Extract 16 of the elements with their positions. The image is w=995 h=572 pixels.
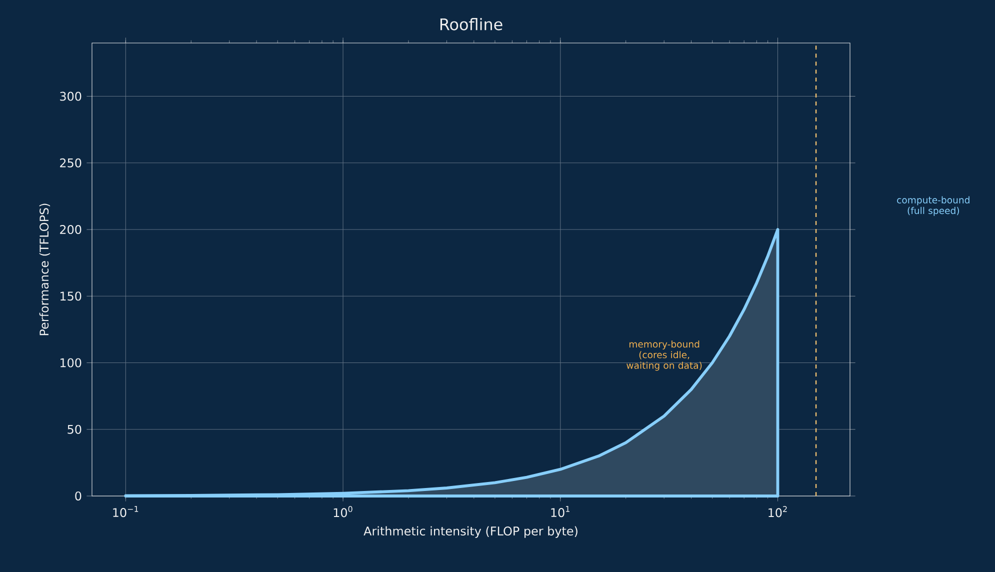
y-axis-title: Performance (TFLOPS) bbox=[39, 204, 50, 336]
x-tick-label: 10$^{2}$ bbox=[768, 506, 787, 518]
y-tick-label: 100 bbox=[60, 358, 82, 368]
chart-title: Roofline bbox=[440, 18, 502, 30]
text: compute-bound (full speed) bbox=[897, 196, 970, 216]
x-tick-label: 10$^{1}$ bbox=[551, 506, 570, 518]
y-tick-label: 150 bbox=[60, 292, 82, 301]
x-axis-title: Arithmetic intensity (FLOP per byte) bbox=[364, 526, 578, 538]
x-tick-label: 10$^{−1}$ bbox=[113, 506, 138, 518]
y-tick-label: 0 bbox=[75, 491, 82, 501]
y-tick-label: 300 bbox=[60, 92, 82, 101]
y-tick-label: 50 bbox=[68, 424, 82, 434]
x-tick-label: 10$^{0}$ bbox=[334, 506, 352, 518]
y-tick-label: 250 bbox=[60, 158, 82, 168]
y-tick-label: 200 bbox=[60, 225, 82, 234]
annotation: memory-bound (cores idle, waiting on data) bbox=[626, 340, 702, 371]
